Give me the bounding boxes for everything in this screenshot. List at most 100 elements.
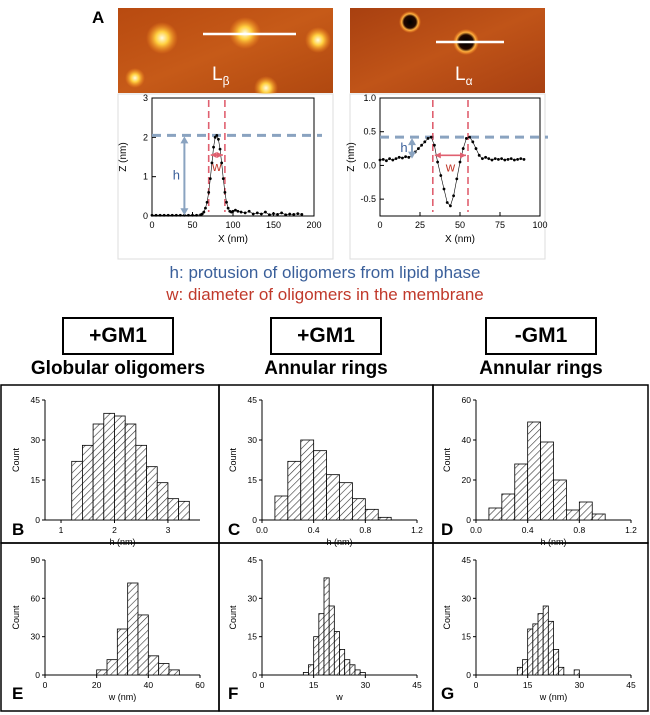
x-tick-label: 0 xyxy=(260,680,265,690)
w-arrow-head xyxy=(216,152,223,159)
histogram-grid xyxy=(0,384,649,712)
profile-point xyxy=(439,174,443,177)
profile-point xyxy=(484,155,487,159)
y-tick-label: 90 xyxy=(31,555,41,565)
panel-letter-c: C xyxy=(228,520,241,539)
histogram-bar xyxy=(553,479,567,521)
profile-point xyxy=(497,157,500,161)
profile-point xyxy=(477,153,481,157)
histogram-bar xyxy=(156,482,169,521)
y-axis-label: Count xyxy=(11,448,21,473)
panel-letter-b: B xyxy=(12,520,25,539)
x-tick-label: 1.2 xyxy=(411,525,423,535)
profile-point xyxy=(272,212,275,216)
profile-point xyxy=(174,213,178,217)
h-arrow-head xyxy=(180,208,189,216)
profile-point xyxy=(455,177,459,181)
panel-letter-f: F xyxy=(228,684,239,703)
histogram-d: 0 20 40 60 0.0 0.4 0.8 1.2 h (nm) Count xyxy=(442,395,637,547)
w-arrow-head xyxy=(210,152,217,159)
y-tick-label: 15 xyxy=(248,475,258,485)
histogram-bar xyxy=(359,672,366,676)
profile-point xyxy=(500,157,503,161)
profile-point xyxy=(234,208,237,212)
histogram-bar xyxy=(339,649,346,676)
profile-point xyxy=(516,157,519,161)
histogram-bar xyxy=(178,500,190,521)
w-label: w xyxy=(211,159,222,174)
w-arrow-head xyxy=(434,152,441,159)
x-tick-label: 150 xyxy=(266,220,281,230)
y-tick-label: 30 xyxy=(31,435,41,445)
y-tick-label: 0.5 xyxy=(363,127,376,137)
profile-point xyxy=(158,213,162,217)
histogram-c: 0 15 30 45 0.0 0.4 0.8 1.2 h (nm) Count xyxy=(228,395,423,547)
h-label: h xyxy=(173,167,180,182)
profile-point xyxy=(204,206,207,210)
y-tick-label: -0.5 xyxy=(360,194,376,204)
x-tick-label: 45 xyxy=(412,680,422,690)
y-tick-label: 30 xyxy=(31,632,41,642)
profile-point xyxy=(433,143,436,147)
profile-point xyxy=(150,213,154,217)
profile-point xyxy=(268,213,271,217)
x-axis-label: X (nm) xyxy=(445,234,475,245)
y-tick-label: 15 xyxy=(462,632,472,642)
profile-point xyxy=(207,191,211,194)
h-arrow-head xyxy=(408,151,416,159)
profile-point xyxy=(236,209,240,213)
afm-label-lalpha: Lα xyxy=(455,64,473,88)
profile-point xyxy=(280,211,283,215)
histogram-bar xyxy=(537,613,544,676)
y-tick-label: 60 xyxy=(31,593,41,603)
histogram-bar xyxy=(274,495,289,521)
y-tick-label: 0 xyxy=(252,670,257,680)
histogram-bar xyxy=(522,659,529,676)
profile-point xyxy=(481,157,484,161)
profile-point xyxy=(220,161,224,165)
profile-point xyxy=(503,158,507,162)
profile-point xyxy=(506,157,510,161)
y-tick-label: 1.0 xyxy=(363,93,376,103)
x-tick-label: 0.0 xyxy=(256,525,268,535)
afm-image-lalpha xyxy=(350,8,545,93)
x-tick-label: 15 xyxy=(523,680,533,690)
histogram-bar xyxy=(71,460,83,521)
condition-box-1: +GM1 xyxy=(62,317,174,355)
histogram-e: 0 30 60 90 0 20 40 60 w (nm) Count xyxy=(11,555,205,702)
profile-frame-right xyxy=(349,93,546,260)
histogram-bar xyxy=(553,649,560,676)
profile-point xyxy=(221,177,225,181)
y-tick-label: 1 xyxy=(143,172,148,182)
histogram-bar xyxy=(349,664,356,676)
afm-label-lbeta: Lβ xyxy=(212,64,229,88)
profile-point xyxy=(300,213,304,216)
y-tick-label: 60 xyxy=(462,395,472,405)
profile-point xyxy=(223,191,227,194)
profile-point xyxy=(487,157,491,161)
histogram-bar xyxy=(333,631,340,676)
histogram-bar xyxy=(339,482,353,521)
profile-point xyxy=(205,200,209,204)
profile-point xyxy=(471,140,475,144)
profile-point xyxy=(243,211,247,215)
y-tick-label: 0 xyxy=(466,670,471,680)
x-tick-label: 30 xyxy=(575,680,585,690)
x-tick-label: 0.4 xyxy=(308,525,320,535)
w-label: w xyxy=(445,159,456,174)
x-tick-label: 0.4 xyxy=(522,525,534,535)
x-tick-label: 50 xyxy=(187,220,197,230)
histogram-bar xyxy=(542,605,549,676)
profile-point xyxy=(394,157,398,161)
y-tick-label: 20 xyxy=(462,475,472,485)
profile-point xyxy=(191,213,194,217)
y-tick-label: 0.0 xyxy=(363,160,376,170)
histogram-bar xyxy=(313,636,320,676)
profile-point xyxy=(407,155,411,159)
histogram-bar xyxy=(82,444,94,521)
caption-h: h: protusion of oligomers from lipid pha… xyxy=(169,263,481,282)
histogram-bar xyxy=(302,672,309,676)
profile-series xyxy=(379,136,525,207)
histogram-bar xyxy=(137,614,149,676)
